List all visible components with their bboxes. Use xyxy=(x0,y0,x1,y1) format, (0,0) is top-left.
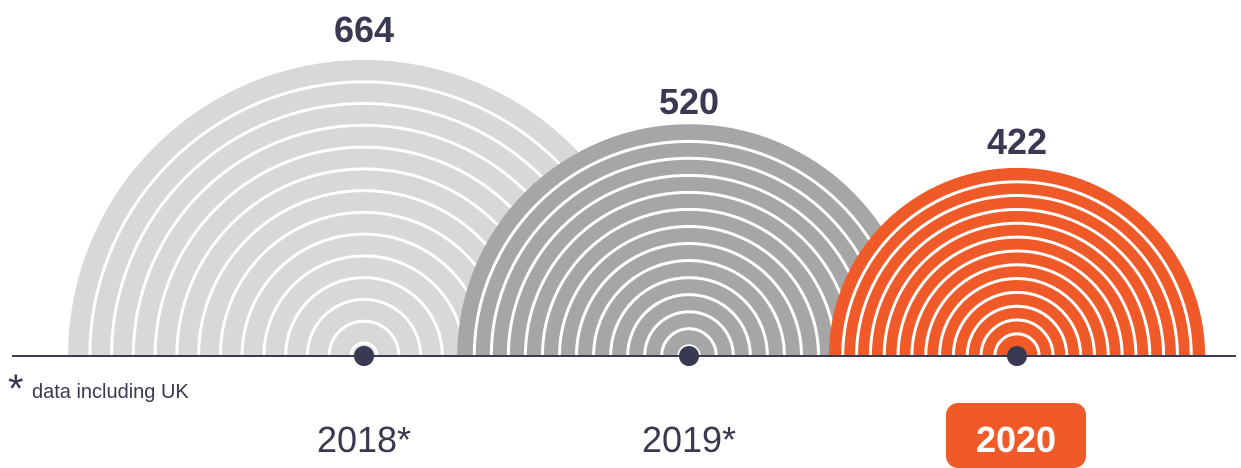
ring-2020-7 xyxy=(924,263,1110,357)
value-label-2018: 664 xyxy=(334,9,394,50)
semicircle-bar-2020 xyxy=(828,167,1206,357)
ring-2019-8 xyxy=(592,259,786,357)
semicircle-bars xyxy=(68,60,1206,357)
ring-2020-10 xyxy=(965,304,1069,357)
ring-2018-9 xyxy=(262,254,466,357)
footnote-text: data including UK xyxy=(32,381,189,403)
ring-2020-4 xyxy=(882,222,1152,357)
ring-2019-9 xyxy=(609,276,769,357)
semicircle-bar-2019 xyxy=(457,124,921,357)
ring-2020-11 xyxy=(979,319,1055,357)
ring-2019-7 xyxy=(575,242,803,357)
center-dot-2018 xyxy=(354,346,374,366)
value-label-2019: 520 xyxy=(659,81,719,122)
ring-2020-2 xyxy=(855,194,1179,357)
ring-2020-9 xyxy=(951,290,1083,357)
ring-2019-6 xyxy=(557,225,821,357)
ring-2019-10 xyxy=(626,293,752,357)
ring-2018-11 xyxy=(305,298,423,357)
ring-2020-1 xyxy=(841,180,1193,357)
category-label-2019: 2019* xyxy=(642,419,736,460)
ring-2018-10 xyxy=(284,276,444,357)
ring-2020-12 xyxy=(993,332,1041,357)
category-label-2020: 2020 xyxy=(976,419,1056,460)
ring-2019-4 xyxy=(523,190,855,357)
ring-2019-5 xyxy=(540,207,838,357)
ring-2020-6 xyxy=(910,249,1124,357)
category-label-2018: 2018* xyxy=(317,419,411,460)
footnote-asterisk: * xyxy=(8,367,24,411)
ring-2019-11 xyxy=(643,310,735,357)
center-dots xyxy=(354,346,1027,366)
center-dot-2019 xyxy=(679,346,699,366)
highlight-badge xyxy=(946,403,1086,468)
value-label-2020: 422 xyxy=(987,121,1047,162)
ring-2019-13 xyxy=(677,344,701,357)
center-dot-2020 xyxy=(1007,346,1027,366)
ring-2018-13 xyxy=(349,341,379,357)
ring-2019-12 xyxy=(660,327,718,357)
ring-2020-8 xyxy=(938,277,1096,357)
ring-2020-3 xyxy=(868,208,1166,357)
ring-2020-5 xyxy=(896,235,1138,357)
ring-2018-12 xyxy=(327,319,401,357)
